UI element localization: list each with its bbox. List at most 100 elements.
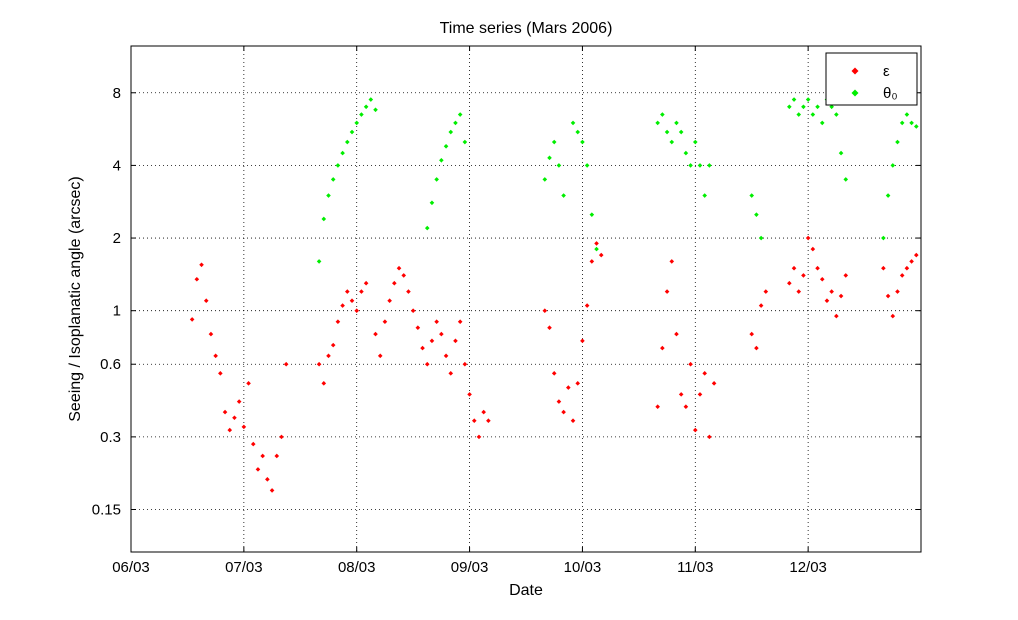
point-s0-101: [885, 293, 891, 299]
x-tick-label-07-03: 07/03: [225, 559, 263, 576]
x-axis-label: Date: [509, 582, 543, 599]
point-s0-66: [584, 303, 590, 308]
point-s0-78: [692, 427, 698, 433]
point-s1-65: [899, 120, 905, 126]
point-s1-24: [551, 139, 557, 145]
point-s0-14: [255, 467, 261, 472]
point-s1-2: [326, 193, 331, 198]
point-s0-45: [434, 319, 439, 325]
point-s1-54: [815, 104, 820, 110]
point-s1-7: [349, 129, 355, 135]
point-s0-47: [443, 353, 449, 359]
point-s0-97: [834, 313, 839, 319]
point-s0-95: [824, 298, 830, 304]
point-s0-104: [899, 273, 905, 278]
point-s0-1: [194, 276, 200, 282]
point-s1-64: [895, 139, 900, 145]
point-s1-14: [429, 200, 435, 206]
point-s1-63: [890, 163, 896, 168]
point-s0-52: [467, 392, 472, 397]
point-s0-107: [913, 252, 919, 258]
y-tick-label-8: 8: [113, 85, 121, 102]
point-s0-34: [382, 319, 388, 325]
legend-marker-epsilon: [851, 67, 859, 75]
point-s0-84: [754, 345, 759, 351]
point-s1-51: [801, 104, 806, 110]
point-s1-48: [787, 104, 792, 110]
point-s0-20: [283, 361, 289, 367]
y-tick-label-0_3: 0.3: [100, 429, 121, 446]
point-s0-51: [462, 361, 468, 367]
point-s0-32: [373, 331, 378, 337]
point-s0-5: [213, 353, 218, 359]
point-s0-80: [702, 371, 707, 376]
point-s0-65: [580, 338, 585, 344]
point-s0-41: [415, 325, 421, 331]
y-axis: 0.15 0.3 0.6 1 2 4 8: [92, 85, 921, 519]
point-s0-40: [410, 308, 416, 313]
point-s0-89: [796, 289, 802, 294]
point-s1-4: [335, 163, 341, 168]
x-tick-label-11-03: 11/03: [677, 559, 713, 576]
point-s0-16: [265, 477, 270, 482]
legend: ε θ₀: [825, 52, 918, 106]
point-s0-43: [424, 361, 430, 367]
point-s1-3: [330, 177, 336, 182]
point-s0-46: [439, 331, 444, 337]
point-s0-33: [377, 353, 383, 359]
point-s1-16: [439, 157, 444, 163]
point-s0-8: [227, 427, 233, 433]
point-s1-11: [368, 97, 374, 102]
chart-title: Time series (Mars 2006): [440, 20, 613, 37]
point-s0-10: [236, 399, 242, 404]
point-s1-13: [424, 225, 430, 231]
point-s0-49: [453, 338, 458, 344]
point-s0-21: [316, 361, 322, 367]
point-s1-45: [749, 193, 755, 198]
point-s1-68: [913, 124, 919, 129]
point-s0-94: [819, 276, 825, 282]
point-s0-91: [805, 235, 811, 241]
point-s0-54: [476, 434, 482, 440]
point-s1-32: [594, 246, 599, 252]
x-axis: 06/03 07/03 08/03 09/03 10/03 11/03 12/03: [112, 46, 827, 576]
point-s0-83: [749, 331, 755, 337]
y-tick-label-1: 1: [113, 303, 121, 320]
point-s1-44: [707, 163, 712, 168]
point-s1-40: [688, 163, 693, 168]
point-s0-98: [838, 293, 844, 299]
point-s1-18: [448, 129, 454, 135]
point-s0-6: [218, 371, 223, 376]
point-s0-3: [203, 298, 209, 304]
point-s1-39: [683, 150, 689, 156]
point-s1-43: [702, 193, 707, 198]
x-tick-label-10-03: 10/03: [564, 559, 602, 576]
point-s0-64: [575, 381, 581, 386]
plot-frame: [130, 45, 922, 553]
point-s0-11: [241, 424, 247, 430]
point-s0-99: [843, 273, 849, 278]
point-s1-47: [758, 235, 764, 241]
point-s0-22: [321, 381, 327, 386]
point-s1-27: [570, 120, 576, 126]
point-s1-53: [810, 112, 816, 117]
point-s0-79: [697, 392, 703, 397]
point-s0-71: [660, 345, 665, 351]
point-s0-25: [335, 319, 341, 325]
point-s0-55: [481, 409, 486, 415]
point-s1-34: [660, 112, 665, 117]
point-s0-42: [420, 345, 425, 351]
point-s1-38: [678, 129, 684, 135]
point-s1-29: [580, 139, 585, 145]
point-s0-73: [669, 259, 675, 264]
point-s0-0: [189, 317, 195, 322]
legend-label-epsilon: ε: [883, 63, 890, 80]
point-s0-74: [674, 331, 679, 337]
point-s0-75: [678, 392, 684, 397]
point-s1-28: [575, 129, 581, 135]
point-s0-88: [791, 265, 797, 271]
point-s0-26: [340, 303, 345, 308]
point-s0-100: [881, 265, 886, 271]
point-s0-19: [279, 434, 284, 440]
